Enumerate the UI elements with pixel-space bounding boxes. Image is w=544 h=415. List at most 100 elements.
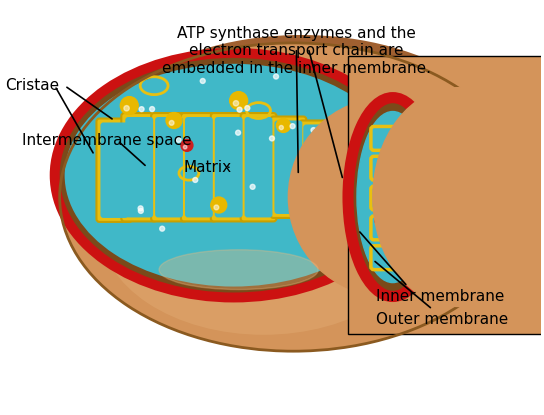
Circle shape — [269, 136, 275, 141]
Ellipse shape — [306, 127, 326, 207]
Ellipse shape — [373, 88, 542, 306]
FancyBboxPatch shape — [215, 117, 243, 217]
Ellipse shape — [274, 120, 302, 214]
Circle shape — [193, 178, 198, 183]
Ellipse shape — [288, 98, 487, 296]
Text: Outer membrane: Outer membrane — [376, 312, 508, 327]
FancyBboxPatch shape — [351, 137, 375, 203]
FancyBboxPatch shape — [270, 117, 306, 218]
Circle shape — [124, 105, 129, 111]
Circle shape — [362, 134, 367, 139]
FancyBboxPatch shape — [371, 246, 399, 270]
Ellipse shape — [357, 112, 429, 283]
Circle shape — [294, 200, 298, 205]
Circle shape — [318, 228, 323, 233]
Circle shape — [382, 169, 394, 181]
Circle shape — [245, 105, 250, 110]
FancyBboxPatch shape — [151, 113, 187, 222]
Circle shape — [345, 204, 350, 209]
Circle shape — [375, 212, 391, 228]
Ellipse shape — [60, 58, 407, 293]
Circle shape — [349, 200, 353, 204]
FancyBboxPatch shape — [324, 124, 358, 210]
FancyBboxPatch shape — [303, 124, 329, 210]
Ellipse shape — [218, 120, 240, 215]
Circle shape — [311, 128, 316, 132]
Circle shape — [290, 124, 295, 129]
Circle shape — [150, 107, 154, 112]
Circle shape — [382, 204, 394, 216]
Ellipse shape — [215, 117, 243, 217]
Ellipse shape — [275, 122, 301, 213]
FancyBboxPatch shape — [211, 113, 246, 222]
Circle shape — [250, 184, 255, 189]
Ellipse shape — [328, 129, 354, 206]
Ellipse shape — [65, 64, 403, 286]
Ellipse shape — [186, 118, 212, 217]
Circle shape — [211, 197, 227, 213]
FancyBboxPatch shape — [328, 129, 354, 206]
Ellipse shape — [351, 137, 375, 203]
Ellipse shape — [216, 118, 242, 217]
Circle shape — [138, 206, 143, 211]
FancyBboxPatch shape — [274, 120, 302, 214]
Text: ATP synthase enzymes and the
electron transport chain are
embedded in the inner : ATP synthase enzymes and the electron tr… — [162, 26, 431, 76]
Ellipse shape — [159, 250, 318, 290]
FancyBboxPatch shape — [245, 117, 273, 217]
Circle shape — [176, 137, 181, 142]
Ellipse shape — [331, 132, 351, 203]
Ellipse shape — [248, 120, 269, 215]
Circle shape — [295, 171, 300, 176]
FancyBboxPatch shape — [121, 113, 157, 222]
Circle shape — [279, 125, 283, 129]
FancyBboxPatch shape — [181, 113, 217, 222]
Ellipse shape — [60, 43, 527, 351]
Ellipse shape — [125, 117, 153, 217]
FancyBboxPatch shape — [371, 127, 399, 150]
Circle shape — [183, 145, 187, 149]
Ellipse shape — [100, 119, 427, 335]
Ellipse shape — [354, 140, 372, 200]
FancyBboxPatch shape — [371, 216, 399, 240]
Circle shape — [200, 78, 205, 83]
Ellipse shape — [245, 118, 271, 217]
FancyBboxPatch shape — [371, 186, 399, 210]
Circle shape — [237, 107, 242, 112]
Ellipse shape — [352, 138, 374, 202]
Circle shape — [160, 226, 165, 231]
Circle shape — [332, 214, 354, 236]
Circle shape — [139, 107, 144, 112]
Ellipse shape — [188, 120, 210, 215]
Circle shape — [233, 100, 239, 106]
Circle shape — [230, 92, 248, 110]
Ellipse shape — [303, 124, 329, 210]
FancyBboxPatch shape — [125, 117, 153, 217]
Text: Inner membrane: Inner membrane — [376, 289, 504, 304]
Ellipse shape — [156, 118, 182, 217]
Ellipse shape — [155, 117, 183, 217]
Circle shape — [382, 234, 394, 246]
Ellipse shape — [101, 122, 128, 218]
Circle shape — [214, 205, 219, 210]
FancyBboxPatch shape — [185, 117, 213, 217]
Ellipse shape — [50, 48, 418, 303]
Text: Matrix: Matrix — [184, 160, 232, 175]
FancyBboxPatch shape — [371, 156, 399, 180]
Circle shape — [304, 229, 309, 234]
Ellipse shape — [128, 120, 150, 215]
FancyBboxPatch shape — [299, 120, 333, 214]
FancyBboxPatch shape — [347, 133, 379, 207]
Circle shape — [274, 74, 279, 79]
FancyBboxPatch shape — [348, 56, 544, 334]
Circle shape — [166, 112, 182, 129]
Ellipse shape — [101, 124, 127, 217]
Ellipse shape — [329, 129, 353, 205]
Circle shape — [346, 193, 360, 207]
Ellipse shape — [103, 125, 125, 215]
Ellipse shape — [158, 120, 180, 215]
Circle shape — [276, 119, 290, 132]
Ellipse shape — [185, 117, 213, 217]
FancyBboxPatch shape — [240, 113, 276, 222]
FancyBboxPatch shape — [96, 119, 132, 222]
Circle shape — [236, 130, 240, 135]
